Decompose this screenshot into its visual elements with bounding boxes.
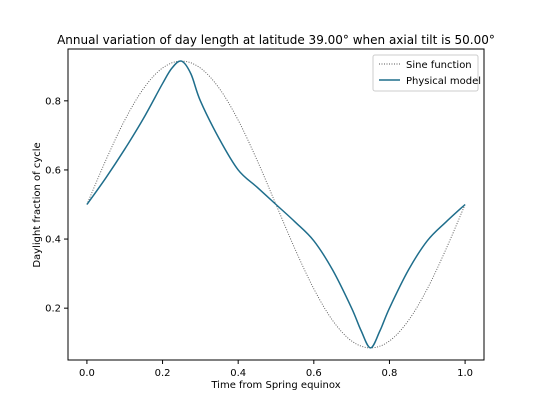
plot-frame xyxy=(67,48,485,361)
y-tick-label: 0.2 xyxy=(45,304,61,315)
y-tick-label: 0.6 xyxy=(45,165,61,176)
series-line-physical xyxy=(86,60,466,349)
legend-label-sine: Sine function xyxy=(406,60,472,71)
x-tick-label: 0.2 xyxy=(155,368,171,379)
x-tick-label: 0.4 xyxy=(230,368,246,379)
x-tick-label: 0.6 xyxy=(306,368,322,379)
y-tick-label: 0.8 xyxy=(45,96,61,107)
legend-label-physical: Physical model xyxy=(406,76,481,87)
y-tick-label: 0.4 xyxy=(45,235,61,246)
x-axis-label: Time from Spring equinox xyxy=(210,380,340,391)
x-tick-label: 0.0 xyxy=(79,368,95,379)
x-tick-label: 0.8 xyxy=(382,368,398,379)
chart-title: Annual variation of day length at latitu… xyxy=(57,33,495,47)
x-tick-label: 1.0 xyxy=(457,368,473,379)
legend: Sine function Physical model xyxy=(372,54,481,92)
y-axis-label: Daylight fraction of cycle xyxy=(32,142,43,267)
